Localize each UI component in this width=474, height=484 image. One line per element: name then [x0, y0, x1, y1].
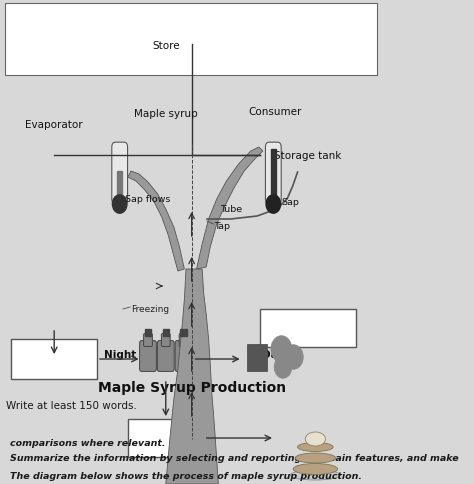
Ellipse shape	[298, 442, 333, 452]
Bar	[163, 329, 169, 336]
Circle shape	[284, 345, 303, 369]
FancyBboxPatch shape	[179, 334, 188, 347]
Circle shape	[266, 196, 281, 214]
Bar	[271, 150, 276, 197]
Text: Maple Syrup Production: Maple Syrup Production	[98, 380, 286, 394]
Polygon shape	[197, 148, 263, 270]
Text: Tap: Tap	[214, 222, 230, 231]
Text: Summarize the information by selecting and reporting the main features, and make: Summarize the information by selecting a…	[9, 453, 458, 462]
Bar	[117, 172, 122, 197]
Text: Day: Day	[262, 349, 284, 359]
Text: Freezing: Freezing	[131, 305, 169, 314]
Bar	[145, 329, 151, 336]
FancyBboxPatch shape	[157, 341, 174, 372]
Bar	[180, 329, 187, 336]
FancyBboxPatch shape	[161, 334, 170, 347]
Polygon shape	[246, 344, 267, 371]
Text: The diagram below shows the process of maple syrup production.: The diagram below shows the process of m…	[9, 471, 362, 480]
Ellipse shape	[295, 453, 336, 463]
Polygon shape	[166, 270, 219, 484]
Text: Sap: Sap	[282, 198, 299, 207]
Text: Maple syrup: Maple syrup	[134, 109, 198, 119]
FancyBboxPatch shape	[11, 339, 97, 379]
Text: Write at least 150 words.: Write at least 150 words.	[7, 400, 137, 410]
Text: comparisons where relevant.: comparisons where relevant.	[9, 438, 165, 447]
Ellipse shape	[305, 432, 326, 446]
Text: Store: Store	[152, 41, 180, 51]
FancyBboxPatch shape	[112, 143, 128, 204]
Text: Consumer: Consumer	[248, 107, 301, 117]
Text: Sap flows: Sap flows	[125, 195, 171, 204]
Circle shape	[271, 336, 292, 363]
Text: Night: Night	[103, 349, 136, 359]
FancyBboxPatch shape	[175, 341, 192, 372]
Circle shape	[274, 356, 292, 378]
Text: Evaporator: Evaporator	[26, 120, 83, 130]
FancyBboxPatch shape	[140, 341, 156, 372]
FancyBboxPatch shape	[128, 419, 204, 457]
FancyBboxPatch shape	[260, 309, 356, 348]
FancyBboxPatch shape	[265, 143, 281, 204]
Text: Tube: Tube	[220, 205, 242, 214]
Circle shape	[112, 196, 127, 214]
FancyBboxPatch shape	[5, 4, 377, 76]
Text: Storage tank: Storage tank	[274, 151, 342, 161]
Ellipse shape	[290, 470, 340, 480]
Polygon shape	[128, 172, 184, 272]
Ellipse shape	[293, 464, 337, 474]
FancyBboxPatch shape	[144, 334, 152, 347]
